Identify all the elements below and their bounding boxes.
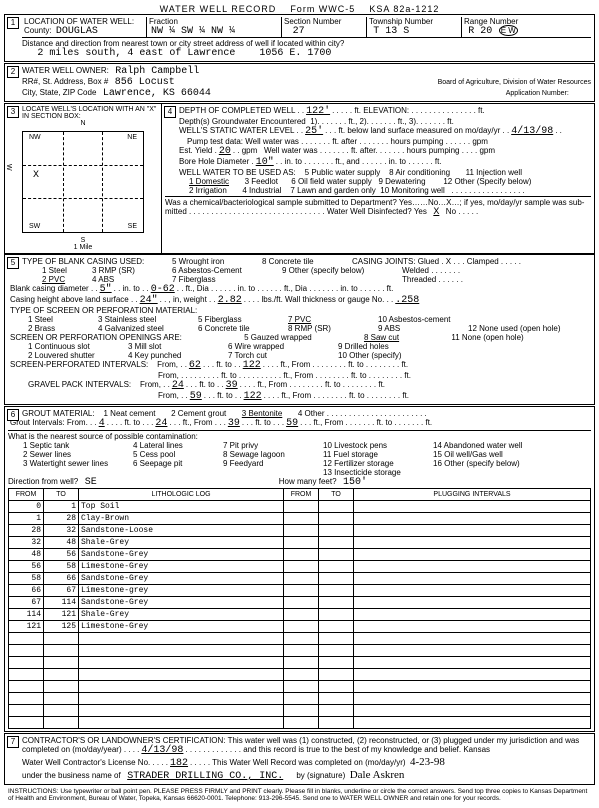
table-row: 32 48 Shale-Grey <box>9 537 591 549</box>
table-row <box>9 693 591 705</box>
table-row <box>9 717 591 729</box>
table-row <box>9 657 591 669</box>
section-num-4: 4 <box>164 106 176 118</box>
form-title: WATER WELL RECORD Form WWC-5 KSA 82a-121… <box>4 4 595 14</box>
table-row <box>9 633 591 645</box>
section-num-3: 3 <box>7 106 19 118</box>
table-row: 121 125 Limestone-Grey <box>9 621 591 633</box>
section-num-7: 7 <box>7 736 19 748</box>
table-row: 48 56 Sandstone-Grey <box>9 549 591 561</box>
table-row: 0 1 Top Soil <box>9 501 591 513</box>
section-2: 2 WATER WELL OWNER: Ralph Campbell RR#, … <box>4 63 595 102</box>
table-row: 58 66 Sandstone-Grey <box>9 573 591 585</box>
table-row: 67 114 Sandstone-Grey <box>9 597 591 609</box>
lithologic-log-table: FROM TO LITHOLOGIC LOG FROM TO PLUGGING … <box>8 488 591 729</box>
section-5: 5 TYPE OF BLANK CASING USED: 5 Wrought i… <box>4 254 595 405</box>
table-row: 56 58 Limestone-Grey <box>9 561 591 573</box>
section-num-6: 6 <box>7 409 19 421</box>
table-row: 114 121 Shale-Grey <box>9 609 591 621</box>
table-row <box>9 681 591 693</box>
table-row: 28 32 Sandstone-Loose <box>9 525 591 537</box>
section-num-1: 1 <box>7 17 19 29</box>
section-6: 6 GROUT MATERIAL: 1 Neat cement 2 Cement… <box>4 406 595 732</box>
instructions: INSTRUCTIONS: Use typewriter or ball poi… <box>4 786 595 804</box>
table-row: 1 28 Clay-Brown <box>9 513 591 525</box>
section-7: 7 CONTRACTOR'S OR LANDOWNER'S CERTIFICAT… <box>4 733 595 785</box>
table-row <box>9 669 591 681</box>
section-box: NW NE SW SE X <box>22 131 144 233</box>
section-num-2: 2 <box>7 66 19 78</box>
section-num-5: 5 <box>7 257 19 269</box>
section-1: 1 LOCATION OF WATER WELL: County: DOUGLA… <box>4 14 595 62</box>
table-row <box>9 705 591 717</box>
table-row: 66 67 Limestone-grey <box>9 585 591 597</box>
table-row <box>9 645 591 657</box>
